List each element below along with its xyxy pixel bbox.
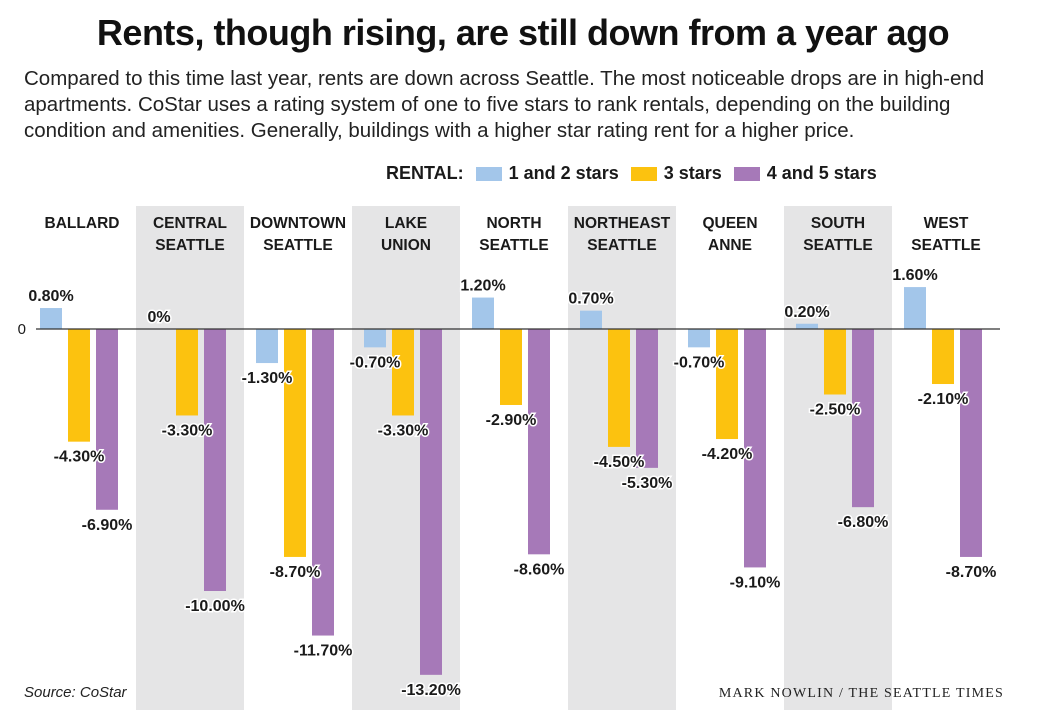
data-label-west-seattle-3-stars: -2.10% [918, 391, 969, 408]
legend-item-1-2-stars: 1 and 2 stars [475, 163, 619, 184]
bar-lake-union-3-stars [392, 329, 414, 416]
category-label-northeast-seattle-line-2: SEATTLE [587, 237, 656, 254]
category-label-central-seattle-line-2: SEATTLE [155, 237, 224, 254]
bar-downtown-seattle-1-and-2-stars [256, 329, 278, 364]
category-label-lake-union-line-1: LAKE [385, 215, 427, 232]
bar-central-seattle-4-and-5-stars [204, 329, 226, 591]
legend-text-3-stars: 3 stars [663, 163, 722, 183]
category-label-south-seattle-line-1: SOUTH [811, 215, 865, 232]
data-label-south-seattle-1-and-2-stars: 0.20% [784, 304, 829, 321]
legend-text-1-2-stars: 1 and 2 stars [508, 163, 619, 183]
bar-north-seattle-1-and-2-stars [472, 297, 494, 329]
category-label-north-seattle-line-1: NORTH [486, 215, 541, 232]
bar-northeast-seattle-3-stars [608, 329, 630, 447]
bar-south-seattle-1-and-2-stars [796, 323, 818, 329]
data-label-northeast-seattle-4-and-5-stars: -5.30% [622, 475, 673, 492]
bar-downtown-seattle-3-stars [284, 329, 306, 557]
bar-west-seattle-3-stars [932, 329, 954, 385]
data-label-queen-anne-3-stars: -4.20% [702, 446, 753, 463]
source-note: Source: CoStar [24, 684, 127, 701]
category-label-queen-anne-line-1: QUEEN [702, 215, 757, 232]
bar-south-seattle-3-stars [824, 329, 846, 395]
bar-downtown-seattle-4-and-5-stars [312, 329, 334, 636]
data-label-queen-anne-4-and-5-stars: -9.10% [730, 574, 781, 591]
column-shade-central-seattle [136, 206, 244, 710]
category-label-west-seattle-line-2: SEATTLE [911, 237, 980, 254]
bar-west-seattle-4-and-5-stars [960, 329, 982, 557]
data-label-central-seattle-3-stars: -3.30% [162, 422, 213, 439]
category-label-west-seattle-line-1: WEST [924, 215, 969, 232]
data-label-south-seattle-4-and-5-stars: -6.80% [838, 514, 889, 531]
bar-queen-anne-4-and-5-stars [744, 329, 766, 568]
category-label-northeast-seattle-line-1: NORTHEAST [574, 215, 671, 232]
bar-south-seattle-4-and-5-stars [852, 329, 874, 508]
bar-lake-union-4-and-5-stars [420, 329, 442, 675]
data-label-central-seattle-4-and-5-stars: -10.00% [185, 598, 245, 615]
bar-north-seattle-3-stars [500, 329, 522, 405]
category-label-central-seattle-line-1: CENTRAL [153, 215, 227, 232]
legend-label: RENTAL: [386, 163, 464, 183]
category-label-downtown-seattle-line-2: SEATTLE [263, 237, 332, 254]
legend-swatch-1-2-stars [475, 166, 502, 181]
category-label-north-seattle-line-2: SEATTLE [479, 237, 548, 254]
column-shade-lake-union [352, 206, 460, 710]
data-label-north-seattle-3-stars: -2.90% [486, 412, 537, 429]
bar-northeast-seattle-4-and-5-stars [636, 329, 658, 468]
bar-north-seattle-4-and-5-stars [528, 329, 550, 555]
bar-lake-union-1-and-2-stars [364, 329, 386, 348]
zero-tick-label: 0 [18, 321, 26, 338]
data-label-south-seattle-3-stars: -2.50% [810, 402, 861, 419]
bar-ballard-1-and-2-stars [40, 308, 62, 329]
data-label-west-seattle-4-and-5-stars: -8.70% [946, 564, 997, 581]
category-label-ballard-line-1: BALLARD [45, 215, 120, 232]
chart-subtitle: Compared to this time last year, rents a… [24, 67, 985, 142]
data-label-downtown-seattle-1-and-2-stars: -1.30% [242, 370, 293, 387]
bar-central-seattle-3-stars [176, 329, 198, 416]
bar-queen-anne-1-and-2-stars [688, 329, 710, 348]
data-label-queen-anne-1-and-2-stars: -0.70% [674, 354, 725, 371]
data-label-northeast-seattle-1-and-2-stars: 0.70% [568, 291, 613, 308]
bar-queen-anne-3-stars [716, 329, 738, 440]
bar-ballard-3-stars [68, 329, 90, 442]
data-label-north-seattle-1-and-2-stars: 1.20% [460, 278, 505, 295]
bar-northeast-seattle-1-and-2-stars [580, 310, 602, 329]
data-label-lake-union-1-and-2-stars: -0.70% [350, 354, 401, 371]
legend-swatch-3-stars [630, 166, 657, 181]
legend-swatch-4-5-stars [733, 166, 760, 181]
category-label-lake-union-line-2: UNION [381, 237, 431, 254]
category-label-downtown-seattle-line-1: DOWNTOWN [250, 215, 346, 232]
data-label-ballard-1-and-2-stars: 0.80% [28, 288, 73, 305]
legend-item-3-stars: 3 stars [630, 163, 722, 184]
chart-title: Rents, though rising, are still down fro… [96, 12, 950, 53]
category-label-queen-anne-line-2: ANNE [708, 237, 752, 254]
data-label-north-seattle-4-and-5-stars: -8.60% [514, 561, 565, 578]
bar-west-seattle-1-and-2-stars [904, 287, 926, 329]
legend-item-4-5-stars: 4 and 5 stars [733, 163, 877, 184]
data-label-ballard-3-stars: -4.30% [54, 449, 105, 466]
data-label-central-seattle-1-and-2-stars: 0% [147, 309, 170, 326]
data-label-downtown-seattle-4-and-5-stars: -11.70% [294, 643, 353, 660]
data-label-ballard-4-and-5-stars: -6.90% [82, 517, 133, 534]
credit-line: MARK NOWLIN / THE SEATTLE TIMES [718, 686, 1004, 701]
data-label-west-seattle-1-and-2-stars: 1.60% [892, 267, 937, 284]
legend: RENTAL: 1 and 2 stars 3 stars 4 and 5 st… [386, 163, 877, 184]
bar-ballard-4-and-5-stars [96, 329, 118, 510]
data-label-northeast-seattle-3-stars: -4.50% [594, 454, 645, 471]
data-label-lake-union-3-stars: -3.30% [378, 422, 429, 439]
legend-text-4-5-stars: 4 and 5 stars [766, 163, 877, 183]
data-label-lake-union-4-and-5-stars: -13.20% [401, 682, 461, 699]
category-label-south-seattle-line-2: SEATTLE [803, 237, 872, 254]
column-shade-south-seattle [784, 206, 892, 710]
data-label-downtown-seattle-3-stars: -8.70% [270, 564, 321, 581]
